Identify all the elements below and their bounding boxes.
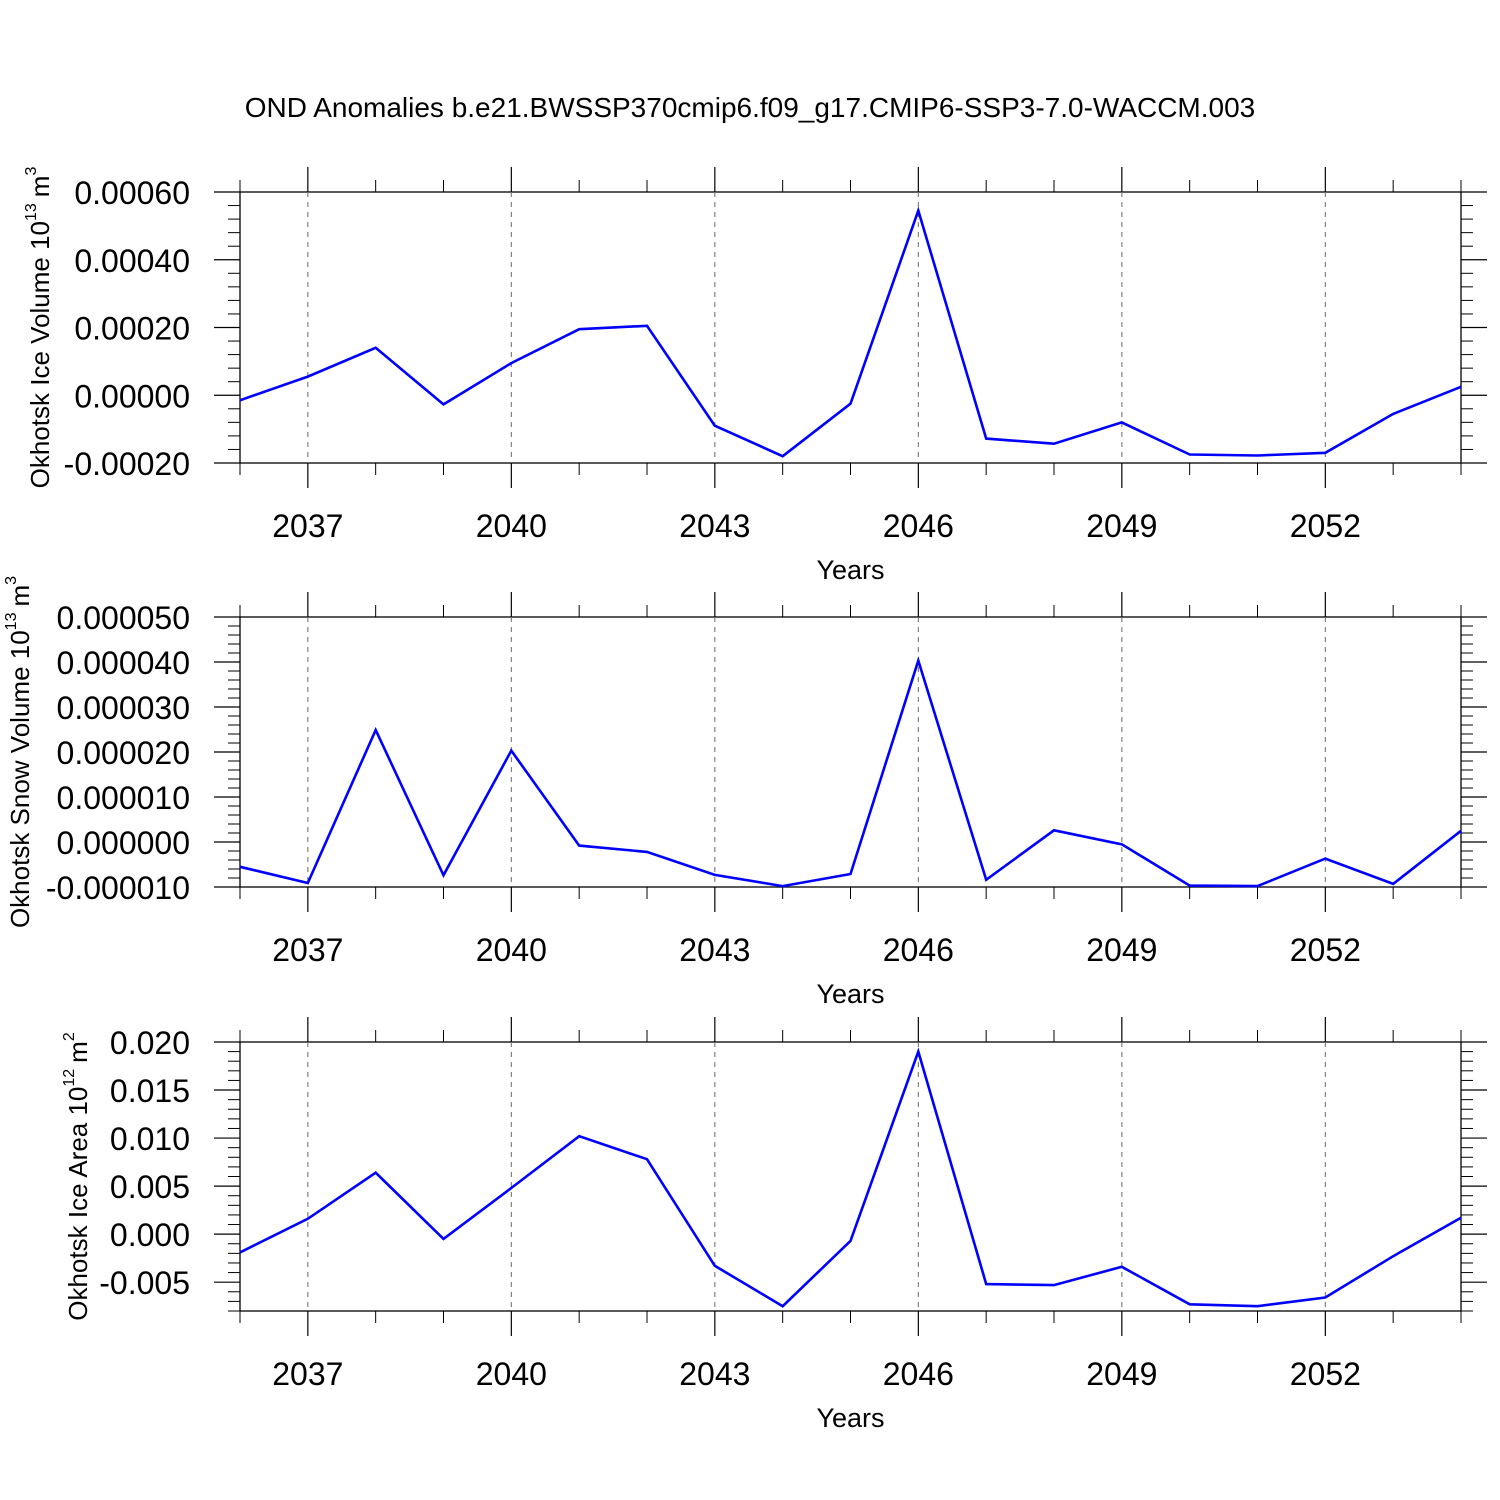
x-tick-label: 2037 — [272, 508, 343, 544]
y-axis-label-unit-exponent: 3 — [23, 167, 40, 176]
chart-panel-1: 2037 2040 2043 2046 2049 2052 -0.00020 0.00000 0… — [23, 167, 1487, 585]
x-tick-label: 2040 — [476, 1356, 547, 1392]
x-axis-label: Years — [816, 1403, 884, 1433]
y-axis-label-exponent: 13 — [3, 612, 20, 630]
y-tick-label: 0.010 — [110, 1121, 190, 1157]
y-axis-label: Okhotsk Ice Area 1012 m2 — [61, 1032, 93, 1321]
y-tick-label: 0.000040 — [57, 645, 190, 681]
y-tick-label: 0.00020 — [74, 311, 190, 347]
y-axis-label-unit-exponent: 3 — [3, 576, 20, 585]
x-tick-label: 2040 — [476, 932, 547, 968]
y-axis-label-main: Okhotsk Ice Volume 10 — [25, 221, 55, 488]
data-series-line — [239, 656, 1462, 888]
y-axis-label: Okhotsk Snow Volume 1013 m3 — [3, 576, 35, 928]
figure-title: OND Anomalies b.e21.BWSSP370cmip6.f09_g1… — [245, 92, 1256, 123]
y-axis-label-unit: m — [25, 176, 55, 198]
x-tick-label: 2043 — [679, 932, 750, 968]
chart-panel-2: 2037 2040 2043 2046 2049 2052 -0.000010 0.00000… — [3, 576, 1487, 1009]
x-axis-label: Years — [816, 979, 884, 1009]
plot-frame — [239, 191, 1462, 464]
y-tick-label: 0.015 — [110, 1073, 190, 1109]
x-tick-label: 2049 — [1086, 508, 1157, 544]
y-tick-label: -0.005 — [99, 1265, 190, 1301]
x-tick-label: 2049 — [1086, 932, 1157, 968]
y-tick-label: -0.000010 — [46, 870, 190, 906]
y-axis-label-exponent: 13 — [23, 203, 40, 221]
x-axis-label: Years — [816, 555, 884, 585]
x-tick-label: 2046 — [883, 932, 954, 968]
y-tick-label: 0.00060 — [74, 175, 190, 211]
x-tick-label: 2037 — [272, 932, 343, 968]
y-tick-label: 0.000 — [110, 1217, 190, 1253]
y-tick-label: 0.000020 — [57, 735, 190, 771]
y-tick-label: 0.00040 — [74, 243, 190, 279]
y-tick-label: 0.000010 — [57, 780, 190, 816]
y-axis-label-unit: m — [63, 1041, 93, 1063]
y-tick-label: 0.020 — [110, 1025, 190, 1061]
x-tick-label: 2049 — [1086, 1356, 1157, 1392]
y-axis-label-main: Okhotsk Ice Area 10 — [63, 1087, 93, 1321]
y-tick-label: 0.00000 — [74, 378, 190, 414]
chart-panel-3: 2037 2040 2043 2046 2049 2052 -0.005 0.000 0.005… — [61, 1017, 1487, 1433]
y-tick-label: 0.005 — [110, 1169, 190, 1205]
y-axis-label-unit-exponent: 2 — [61, 1032, 78, 1041]
x-tick-label: 2040 — [476, 508, 547, 544]
y-axis-label-main: Okhotsk Snow Volume 10 — [5, 630, 35, 928]
y-axis-label: Okhotsk Ice Volume 1013 m3 — [23, 167, 55, 489]
y-axis-label-exponent: 12 — [61, 1069, 78, 1087]
y-tick-label: 0.000030 — [57, 690, 190, 726]
y-axis-label-unit: m — [5, 585, 35, 607]
x-tick-label: 2052 — [1290, 932, 1361, 968]
x-tick-label: 2046 — [883, 508, 954, 544]
x-tick-label: 2043 — [679, 508, 750, 544]
x-tick-label: 2037 — [272, 1356, 343, 1392]
y-tick-label: 0.000050 — [57, 600, 190, 636]
plot-frame — [239, 1041, 1462, 1312]
y-tick-label: -0.00020 — [64, 446, 190, 482]
x-tick-label: 2046 — [883, 1356, 954, 1392]
data-series-line — [239, 1047, 1462, 1308]
x-tick-label: 2052 — [1290, 508, 1361, 544]
x-tick-label: 2052 — [1290, 1356, 1361, 1392]
plot-frame — [239, 616, 1462, 888]
data-series-line — [239, 206, 1462, 458]
x-tick-label: 2043 — [679, 1356, 750, 1392]
y-tick-label: 0.000000 — [57, 825, 190, 861]
